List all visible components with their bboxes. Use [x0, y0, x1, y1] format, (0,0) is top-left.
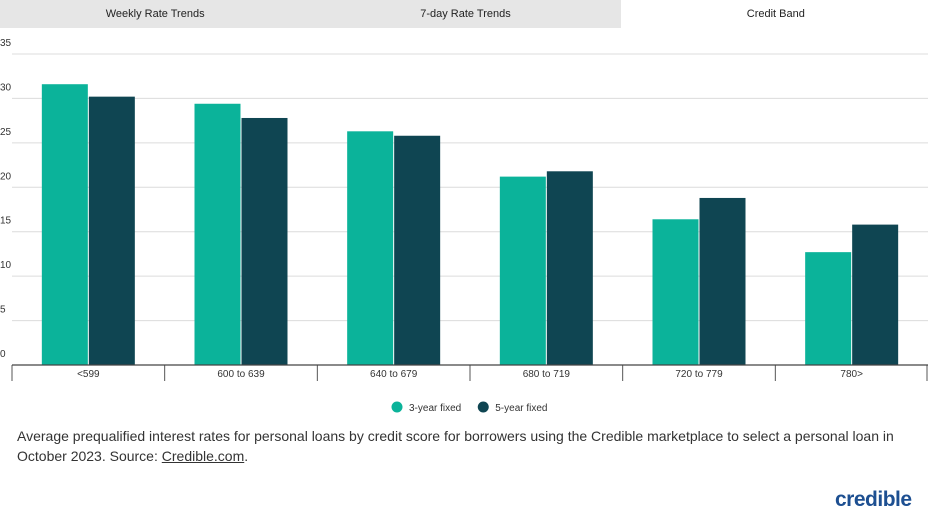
bar [241, 117, 288, 365]
y-tick-label: 15 [0, 216, 12, 227]
tab[interactable]: 7-day Rate Trends [420, 8, 511, 20]
tab-bar: Weekly Rate Trends 7-day Rate Trends Credi… [0, 0, 931, 28]
tab[interactable]: Credit Band [620, 0, 931, 28]
tab[interactable]: Weekly Rate Trends [105, 8, 205, 20]
chart: 0 5 10 15 20 25 30 35 <599 600 to 639 640 to 679 68… [0, 38, 928, 414]
bar [546, 171, 593, 365]
logo: credible [835, 488, 912, 511]
bar [88, 96, 135, 365]
caption-end: . [244, 448, 249, 464]
bar [805, 252, 852, 365]
bar [652, 219, 699, 365]
y-tick-label: 20 [0, 171, 12, 182]
legend: 3-year fixed 5-year fixed [391, 401, 548, 414]
bar [347, 131, 394, 365]
y-tick-label: 10 [0, 260, 12, 271]
bar [194, 103, 241, 365]
bar [394, 135, 441, 365]
caption: Average prequalified interest rates for … [17, 426, 917, 466]
x-tick-label: 720 to 779 [675, 369, 723, 380]
x-tick-label: 680 to 719 [523, 369, 571, 380]
y-tick-label: 5 [0, 305, 6, 316]
y-tick-label: 25 [0, 127, 12, 138]
x-tick-label: 600 to 639 [217, 369, 265, 380]
legend-label: 3-year fixed [409, 403, 461, 414]
caption-text: Average prequalified interest rates for … [17, 428, 894, 464]
y-tick-label: 0 [0, 349, 6, 360]
legend-swatch [477, 401, 489, 413]
source-link[interactable]: Credible.com [161, 448, 245, 464]
bar [499, 176, 546, 365]
x-tick-label: 780> [840, 369, 863, 380]
x-tick-label: 640 to 679 [370, 369, 418, 380]
y-tick-label: 30 [0, 82, 12, 93]
bar [852, 224, 899, 365]
bar [699, 197, 746, 365]
x-tick-label: <599 [77, 369, 100, 380]
legend-label: 5-year fixed [495, 403, 547, 414]
y-tick-label: 35 [0, 38, 12, 49]
legend-swatch [391, 401, 403, 413]
bar [41, 84, 88, 365]
